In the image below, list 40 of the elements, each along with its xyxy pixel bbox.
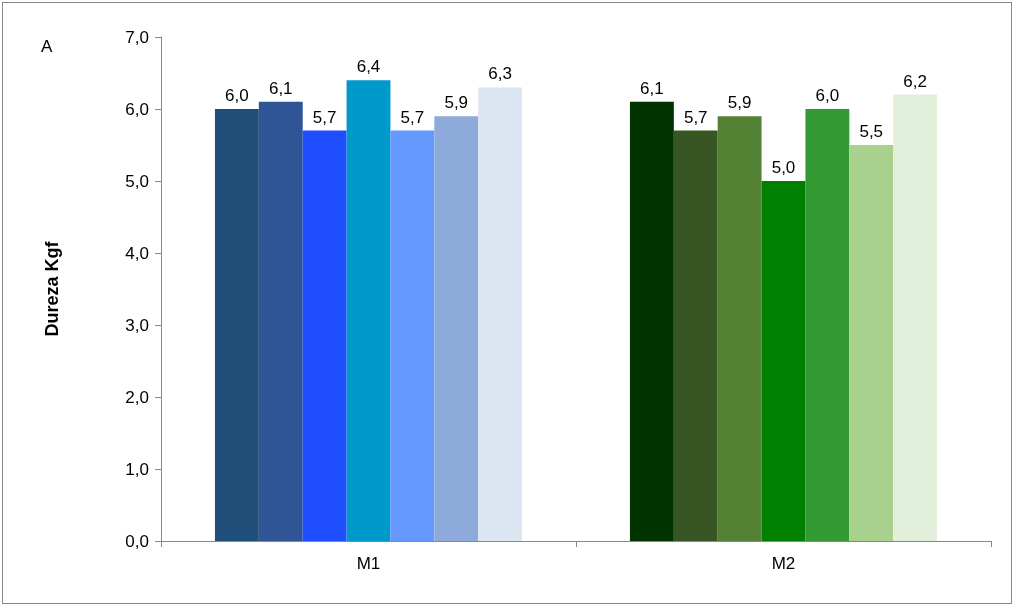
data-label: 5,7 — [400, 107, 425, 127]
data-label: 6,2 — [903, 71, 927, 91]
y-tick-label: 6,0 — [125, 99, 149, 119]
bar — [478, 87, 523, 541]
bar — [717, 116, 762, 541]
bar — [629, 101, 674, 541]
data-label: 5,0 — [771, 158, 796, 177]
y-tick-label: 7,0 — [125, 27, 149, 47]
bar — [761, 181, 806, 541]
y-axis-title: Dureza Kgf — [42, 240, 62, 337]
data-label: 6,1 — [640, 78, 664, 98]
data-label: 6,0 — [815, 86, 840, 105]
bar — [302, 130, 347, 541]
data-label: 5,7 — [683, 107, 708, 127]
bar — [346, 80, 391, 541]
data-label: 5,9 — [444, 93, 469, 113]
bar — [893, 94, 938, 541]
data-label: 6,4 — [356, 57, 381, 77]
y-tick-label: 1,0 — [125, 459, 149, 479]
data-label: 6,3 — [488, 64, 512, 84]
data-label: 5,9 — [727, 93, 752, 113]
bar — [849, 145, 894, 541]
bar — [258, 101, 303, 541]
data-label: 6,0 — [225, 86, 249, 105]
y-tick-label: 2,0 — [125, 387, 149, 407]
x-tick-label: M2 — [771, 554, 796, 573]
y-tick-label: 4,0 — [125, 243, 149, 263]
bar — [434, 116, 479, 541]
y-tick-label: 5,0 — [125, 171, 149, 191]
bar — [805, 109, 850, 541]
data-label: 5,5 — [859, 122, 884, 141]
bar — [390, 130, 435, 541]
data-label: 6,1 — [268, 78, 293, 98]
bar — [673, 130, 718, 541]
bar — [214, 109, 259, 541]
data-label: 5,7 — [312, 107, 337, 127]
y-tick-label: 0,0 — [125, 531, 149, 551]
x-tick-label: M1 — [356, 554, 381, 573]
y-tick-label: 3,0 — [125, 315, 149, 335]
text: A — [41, 37, 53, 56]
